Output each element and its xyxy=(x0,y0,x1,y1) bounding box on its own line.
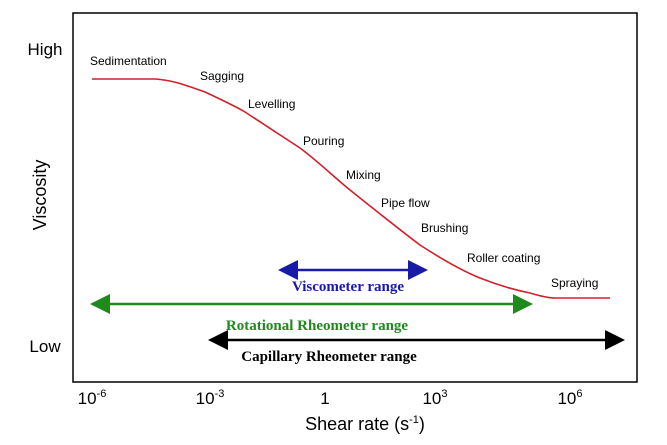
process-label: Roller coating xyxy=(467,251,540,265)
process-label: Spraying xyxy=(551,276,598,290)
x-tick-label: 10-3 xyxy=(196,388,225,408)
process-label: Mixing xyxy=(346,168,381,182)
x-tick-label: 10-6 xyxy=(78,388,107,408)
range-label: Rotational Rheometer range xyxy=(226,318,409,334)
range-label: Viscometer range xyxy=(292,279,404,295)
x-tick-label: 106 xyxy=(557,388,582,408)
plot-frame xyxy=(72,12,638,383)
x-axis-label: Shear rate (s-1) xyxy=(305,414,425,434)
y-low: Low xyxy=(29,337,61,356)
x-tick-label: 1 xyxy=(320,389,329,408)
process-label: Levelling xyxy=(248,97,295,111)
process-label: Sedimentation xyxy=(90,54,167,68)
x-tick-label: 103 xyxy=(422,388,447,408)
range-label: Capillary Rheometer range xyxy=(241,349,417,365)
viscosity-curve xyxy=(92,78,610,299)
process-label: Pipe flow xyxy=(381,196,430,210)
process-label: Pouring xyxy=(303,134,344,148)
process-label: Sagging xyxy=(200,69,244,83)
y-axis-label: Viscosity xyxy=(30,160,50,231)
process-label: Brushing xyxy=(421,221,468,235)
y-high: High xyxy=(28,40,63,59)
